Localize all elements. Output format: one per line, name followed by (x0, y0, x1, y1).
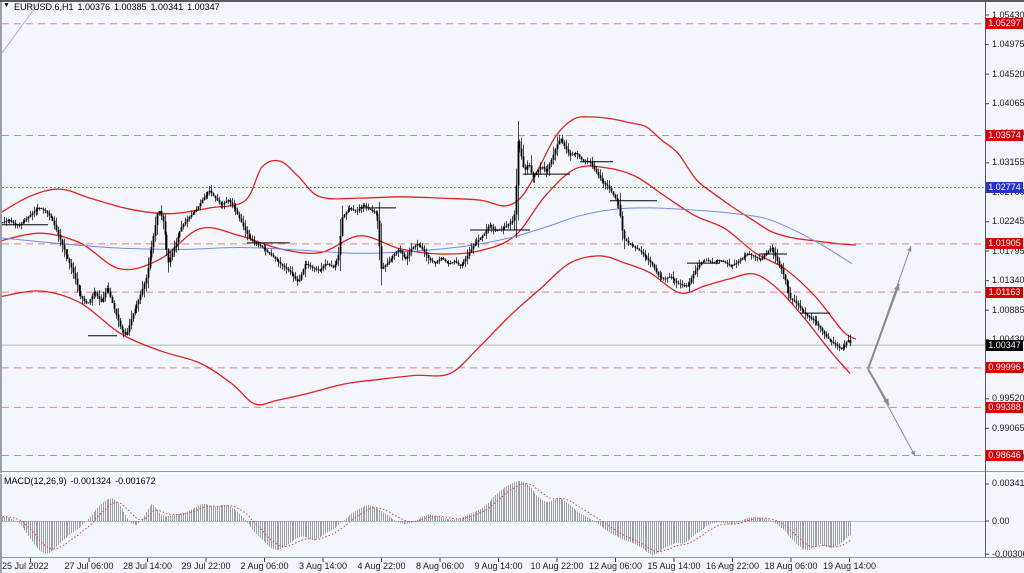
price-tick-label: 0.99065 (992, 423, 1024, 433)
macd-pane[interactable] (2, 481, 985, 556)
macd-tick-label: 0.00 (992, 516, 1010, 526)
price-tick-label: 1.01795 (992, 246, 1024, 256)
bollinger-middle-line (2, 165, 857, 340)
ohlc-low: 1.00341 (150, 2, 184, 12)
ohlc-open: 1.00376 (77, 2, 110, 12)
time-tick-label: 12 Aug 06:00 (588, 561, 643, 571)
time-tick-label: 8 Aug 06:00 (415, 561, 465, 571)
macd-signal-value: -0.001672 (115, 476, 156, 486)
price-tick-label: 1.04520 (992, 69, 1024, 79)
level-price-badge: 1.02774 (986, 182, 1023, 193)
level-price-badge: 0.98646 (986, 450, 1023, 461)
chart-title-bar: ▼ EURUSD.6,H1 1.00376 1.00385 1.00341 1.00347 (3, 2, 224, 13)
macd-indicator-label: MACD(12,26,9) -0.001324 -0.001672 (4, 476, 160, 486)
symbol-period-label: EURUSD.6,H1 (13, 2, 74, 12)
time-tick-label: 28 Jul 14:00 (122, 561, 173, 571)
price-tick-label: 1.04065 (992, 98, 1024, 108)
time-tick-label: 27 Jul 06:00 (64, 561, 114, 571)
price-tick-label: 1.00885 (992, 305, 1024, 315)
macd-signal-line (2, 483, 851, 553)
bollinger-upper-line (2, 116, 857, 246)
trendline-annotation[interactable] (2, 1, 40, 54)
price-tick-label: 1.05430 (992, 10, 1024, 20)
projection-arrow-line[interactable] (867, 246, 912, 370)
level-price-badge: 1.01163 (986, 287, 1023, 298)
time-tick-label: 25 Jul 2022 (2, 561, 49, 571)
current-price-badge: 1.00347 (986, 340, 1023, 351)
time-tick-label: 16 Aug 22:00 (705, 561, 760, 571)
price-tick-label: 1.03155 (992, 157, 1024, 167)
time-tick-label: 18 Aug 06:00 (764, 561, 818, 571)
macd-tick-label: 0.003413 (992, 478, 1024, 488)
level-price-badge: 0.99388 (986, 402, 1023, 413)
macd-name: MACD(12,26,9) (4, 476, 67, 486)
level-price-badge: 1.05297 (986, 18, 1023, 29)
window-left-border (0, 1, 2, 573)
projection-arrow-head (907, 246, 912, 252)
price-tick-label: 1.01340 (992, 275, 1024, 285)
price-tick-label: 1.00430 (992, 334, 1024, 344)
price-tick-label: 0.99520 (992, 393, 1024, 403)
projection-arrow-line[interactable] (867, 368, 916, 457)
macd-histogram (2, 481, 851, 556)
level-price-badge: 0.99996 (986, 362, 1023, 373)
bollinger-lower-line (2, 255, 851, 406)
time-tick-label: 2 Aug 06:00 (240, 561, 289, 571)
ohlc-high: 1.00385 (114, 2, 147, 12)
level-price-badge: 1.01905 (986, 238, 1023, 249)
macd-tick-label: -0.003065 (992, 549, 1024, 559)
candle-wicks-layer (2, 121, 851, 352)
price-tick-label: 1.04975 (992, 39, 1024, 49)
main-price-pane[interactable] (0, 1, 985, 457)
candle-bodies-layer (2, 138, 852, 350)
level-price-badge: 1.03574 (986, 130, 1023, 141)
macd-value: -0.001324 (70, 476, 112, 486)
time-tick-label: 19 Aug 14:00 (822, 561, 877, 571)
time-tick-label: 4 Aug 22:00 (357, 561, 406, 571)
time-tick-label: 9 Aug 14:00 (474, 561, 523, 571)
projection-arrow-head (910, 450, 915, 456)
time-tick-label: 29 Jul 22:00 (181, 561, 231, 571)
price-tick-label: 1.02245 (992, 216, 1024, 226)
ohlc-close: 1.00347 (187, 2, 220, 12)
moving-average-blue-line (2, 207, 853, 265)
chart-menu-dropdown-icon[interactable]: ▼ (3, 2, 10, 9)
time-tick-label: 10 Aug 22:00 (530, 561, 584, 571)
time-tick-label: 3 Aug 14:00 (298, 561, 348, 571)
time-tick-label: 15 Aug 14:00 (647, 561, 701, 571)
